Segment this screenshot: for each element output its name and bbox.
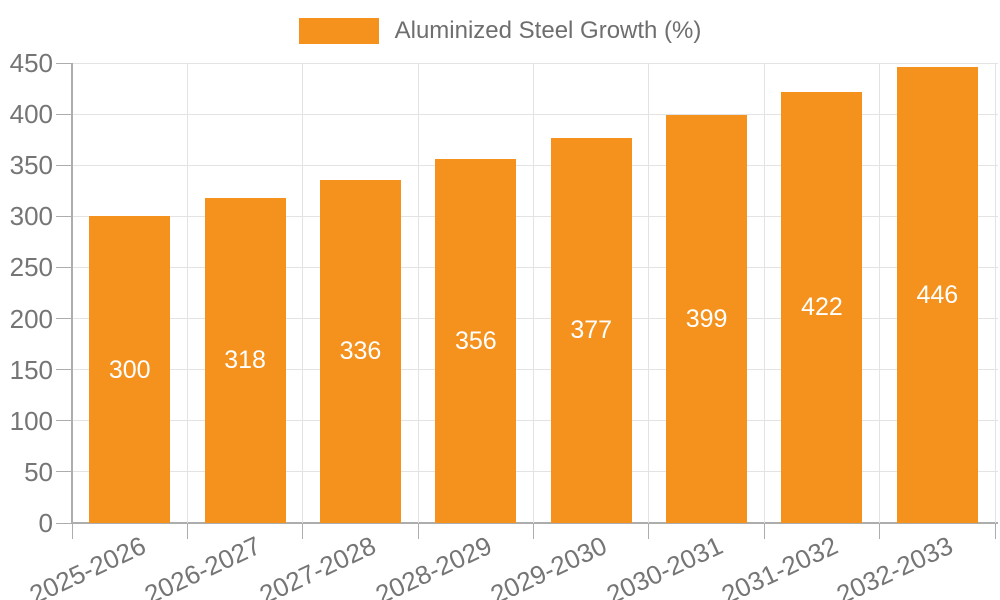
bar-value-label: 356: [454, 327, 497, 356]
y-axis-tick-label: 0: [38, 508, 53, 538]
x-axis-line: [72, 522, 998, 524]
h-gridline: [72, 215, 998, 217]
h-gridline: [72, 113, 998, 115]
y-axis-tick-label: 400: [9, 99, 53, 130]
x-tick: [71, 524, 73, 539]
v-gridline: [648, 63, 650, 523]
bar-2032-2033[interactable]: 446: [896, 67, 978, 523]
bar-value-label: 300: [108, 355, 151, 384]
x-tick: [994, 524, 996, 539]
v-gridline: [302, 63, 304, 523]
x-tick: [648, 524, 650, 539]
bar-value-label: 446: [916, 281, 959, 310]
y-tick: [56, 62, 72, 64]
bar-value-label: 422: [801, 293, 843, 322]
y-axis-line: [71, 63, 73, 523]
h-gridline: [72, 369, 998, 371]
bar-2031-2032[interactable]: 422: [781, 91, 863, 523]
x-tick: [533, 524, 534, 539]
h-gridline: [72, 471, 998, 473]
legend-swatch: [298, 18, 379, 44]
y-tick: [56, 369, 72, 371]
y-axis-tick-label: 300: [9, 201, 53, 232]
y-axis-tick-label: 250: [9, 252, 53, 283]
h-gridline: [72, 318, 998, 320]
v-gridline: [763, 63, 765, 523]
y-tick: [56, 318, 72, 320]
legend-label: Aluminized Steel Growth (%): [394, 17, 702, 44]
x-tick: [417, 524, 419, 539]
y-tick: [56, 420, 72, 422]
h-gridline: [72, 164, 998, 166]
y-axis-tick-label: 150: [9, 354, 53, 385]
v-gridline: [186, 63, 188, 523]
bar-2028-2029[interactable]: 356: [435, 159, 517, 523]
y-tick: [56, 471, 72, 473]
y-axis-tick-label: 450: [9, 48, 53, 78]
bar-2027-2028[interactable]: 336: [319, 179, 401, 523]
bar-value-label: 336: [339, 337, 382, 366]
bar-value-label: 399: [685, 305, 728, 334]
legend: Aluminized Steel Growth (%): [0, 14, 1000, 48]
bar-2030-2031[interactable]: 399: [666, 115, 748, 523]
h-gridline: [72, 62, 998, 64]
bar-value-label: 318: [224, 346, 266, 375]
y-axis-tick-label: 50: [24, 456, 53, 487]
y-axis-tick-label: 100: [9, 405, 53, 436]
y-axis-tick-label: 350: [9, 150, 53, 181]
h-gridline: [72, 266, 998, 268]
h-gridline: [72, 420, 998, 422]
x-tick: [302, 524, 304, 539]
v-gridline: [879, 63, 881, 523]
y-axis-tick-label: 200: [9, 303, 53, 334]
x-tick: [186, 524, 188, 539]
bar-2026-2027[interactable]: 318: [204, 197, 286, 523]
x-tick: [879, 524, 881, 539]
v-gridline: [533, 63, 534, 523]
x-tick: [763, 524, 765, 539]
y-tick: [56, 164, 72, 166]
bar-value-label: 377: [570, 316, 613, 345]
v-gridline: [994, 63, 996, 523]
y-tick: [56, 522, 72, 524]
y-tick: [56, 215, 72, 217]
v-gridline: [417, 63, 419, 523]
y-tick: [56, 266, 72, 268]
bar-2029-2030[interactable]: 377: [550, 137, 632, 523]
y-tick: [56, 113, 72, 115]
bar-2025-2026[interactable]: 300: [89, 216, 171, 523]
